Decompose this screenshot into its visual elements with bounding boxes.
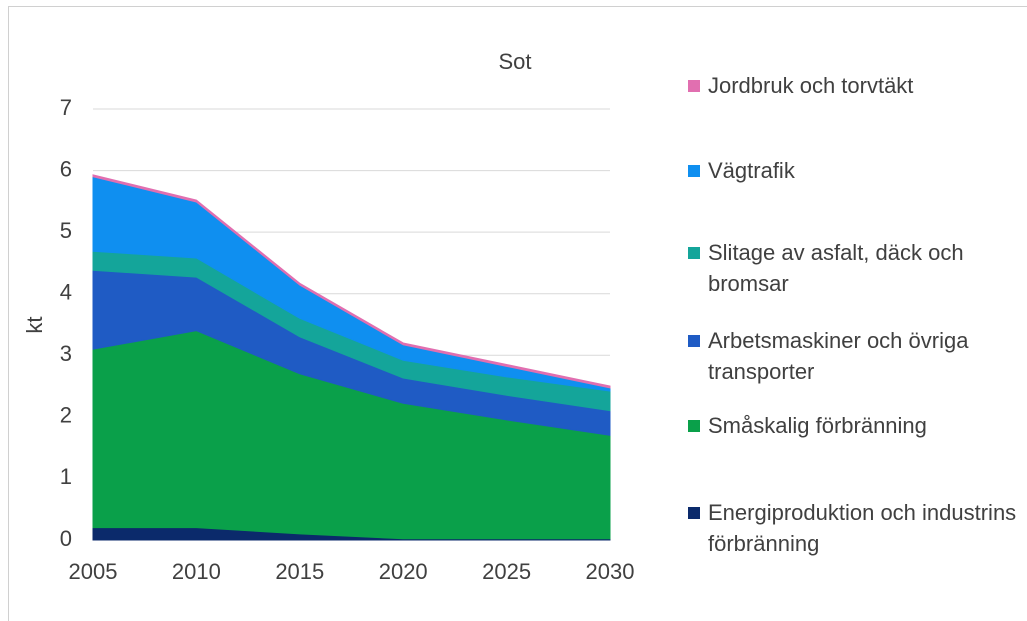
- legend-label: Slitage av asfalt, däck och bromsar: [708, 240, 964, 296]
- y-tick-label: 5: [60, 218, 72, 243]
- legend-label: Arbetsmaskiner och övriga transporter: [708, 328, 969, 384]
- legend-label: Vägtrafik: [708, 158, 795, 183]
- y-tick-label: 0: [60, 526, 72, 551]
- area: [92, 174, 611, 389]
- x-tick-label: 2010: [172, 559, 221, 584]
- y-axis-label: kt: [22, 316, 47, 333]
- x-tick-label: 2025: [482, 559, 531, 584]
- legend-label: Energiproduktion och industrins förbränn…: [708, 500, 1017, 556]
- legend-item: Energiproduktion och industrins förbränn…: [688, 497, 1023, 559]
- frame: [8, 6, 1027, 621]
- legend-swatch: [688, 165, 700, 177]
- legend-label: Småskalig förbränning: [708, 413, 927, 438]
- y-tick-label: 6: [60, 156, 72, 181]
- legend-swatch: [688, 335, 700, 347]
- x-tick-label: 2030: [586, 559, 635, 584]
- legend-swatch: [688, 247, 700, 259]
- chart-title: Sot: [498, 49, 531, 74]
- y-tick-label: 1: [60, 464, 72, 489]
- legend-item: Småskalig förbränning: [688, 410, 1023, 441]
- x-tick-label: 2020: [379, 559, 428, 584]
- legend-item: Jordbruk och torvtäkt: [688, 70, 1023, 101]
- legend-item: Slitage av asfalt, däck och bromsar: [688, 237, 1023, 299]
- y-tick-label: 4: [60, 280, 72, 305]
- legend-item: Arbetsmaskiner och övriga transporter: [688, 325, 1023, 387]
- y-tick-label: 7: [60, 95, 72, 120]
- legend-swatch: [688, 420, 700, 432]
- legend-item: Vägtrafik: [688, 155, 1023, 186]
- legend-label: Jordbruk och torvtäkt: [708, 73, 914, 98]
- x-tick-label: 2005: [69, 559, 118, 584]
- legend-swatch: [688, 507, 700, 519]
- x-tick-label: 2015: [275, 559, 324, 584]
- y-tick-label: 3: [60, 341, 72, 366]
- y-tick-label: 2: [60, 403, 72, 428]
- legend-swatch: [688, 80, 700, 92]
